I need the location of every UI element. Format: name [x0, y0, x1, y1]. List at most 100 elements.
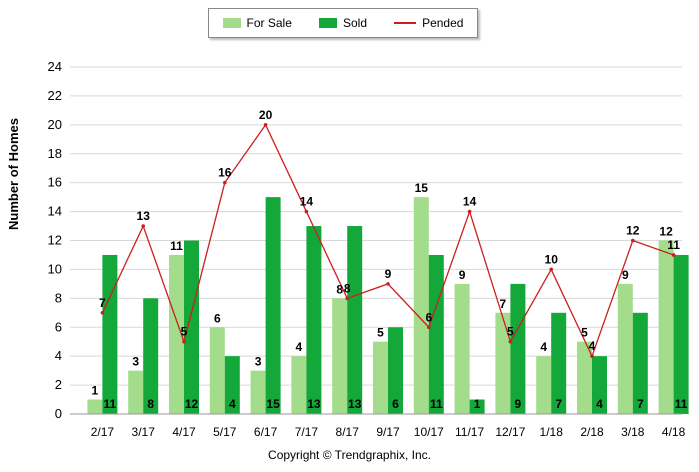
- sold-swatch: [318, 18, 337, 28]
- pended-point: [549, 267, 553, 272]
- data-label-pended: 11: [667, 238, 680, 252]
- copyright-text: Copyright © Trendgraphix, Inc.: [268, 448, 431, 462]
- y-tick-label: 2: [55, 377, 62, 392]
- bar-sold: [428, 254, 444, 414]
- bar-sold: [592, 356, 607, 414]
- bar-sold: [673, 254, 689, 414]
- data-label-for-sale: 9: [622, 268, 629, 282]
- y-tick-label: 18: [48, 146, 62, 161]
- bar-for-sale: [658, 240, 674, 414]
- pended-point: [345, 296, 350, 301]
- y-tick-label: 16: [48, 175, 62, 190]
- pended-point: [304, 209, 309, 214]
- x-tick-label: 3/18: [621, 425, 645, 439]
- pended-point: [182, 339, 186, 344]
- legend-item-for-sale[interactable]: For Sale: [222, 16, 292, 30]
- bar-for-sale: [209, 327, 225, 414]
- data-label-sold: 7: [637, 397, 644, 411]
- y-tick-label: 8: [55, 290, 62, 305]
- x-tick-label: 3/17: [132, 425, 156, 439]
- pended-point: [263, 123, 268, 127]
- pended-line-layer: [100, 123, 676, 358]
- x-tick-label: 6/17: [254, 425, 278, 439]
- bar-for-sale: [373, 341, 388, 414]
- bar-for-sale: [617, 283, 633, 414]
- data-label-pended: 20: [259, 108, 273, 122]
- x-tick-label: 4/18: [662, 425, 686, 439]
- x-tick-label: 11/17: [455, 425, 484, 439]
- x-tick-label: 1/18: [540, 425, 564, 439]
- data-labels: 1113811126431541381356151191794754971211…: [92, 108, 688, 411]
- data-label-sold: 8: [147, 397, 154, 411]
- data-label-for-sale: 3: [255, 355, 262, 369]
- pended-point: [141, 224, 145, 228]
- bar-for-sale: [169, 254, 184, 414]
- x-tick-label: 5/17: [213, 425, 237, 439]
- bar-for-sale: [577, 341, 592, 414]
- data-label-sold: 13: [348, 397, 362, 411]
- bar-sold: [510, 283, 526, 414]
- pended-point: [223, 180, 227, 185]
- data-label-sold: 4: [229, 397, 236, 411]
- bar-sold: [551, 312, 567, 414]
- y-tick-label: 12: [48, 233, 62, 248]
- data-label-pended: 16: [218, 166, 232, 180]
- bar-sold: [347, 226, 363, 414]
- data-label-for-sale: 5: [377, 326, 384, 340]
- data-label-for-sale: 4: [540, 340, 547, 354]
- data-label-for-sale: 6: [214, 311, 221, 325]
- y-tick-label: 22: [48, 88, 62, 103]
- data-label-sold: 1: [474, 397, 481, 411]
- x-tick-label: 2/17: [91, 425, 115, 439]
- data-label-for-sale: 8: [336, 282, 343, 296]
- y-tick-label: 10: [48, 261, 62, 276]
- pended-point: [590, 354, 594, 358]
- data-label-for-sale: 12: [659, 225, 673, 239]
- bar-sold: [306, 226, 322, 414]
- bar-for-sale: [332, 298, 348, 414]
- data-label-sold: 11: [430, 397, 443, 411]
- legend-item-sold[interactable]: Sold: [318, 16, 367, 30]
- data-label-sold: 12: [185, 397, 199, 411]
- data-label-for-sale: 1: [92, 384, 99, 398]
- x-tick-label: 12/17: [495, 425, 525, 439]
- bar-sold: [469, 399, 485, 414]
- bar-sold: [184, 240, 199, 414]
- bar-sold: [265, 197, 281, 414]
- x-tick-label: 8/17: [336, 425, 360, 439]
- x-tick-label: 2/18: [580, 425, 604, 439]
- data-label-sold: 15: [266, 397, 280, 411]
- pended-point: [100, 310, 105, 315]
- bar-for-sale: [413, 197, 429, 414]
- data-label-sold: 11: [104, 397, 117, 411]
- bar-sold: [143, 298, 159, 414]
- data-label-pended: 4: [589, 339, 596, 353]
- data-label-for-sale: 4: [296, 340, 303, 354]
- bar-sold: [224, 356, 240, 414]
- data-label-pended: 12: [626, 224, 640, 238]
- y-tick-label: 20: [48, 117, 62, 132]
- data-label-sold: 4: [596, 397, 603, 411]
- pended-point: [631, 238, 635, 243]
- data-label-for-sale: 3: [132, 355, 139, 369]
- y-tick-label: 4: [55, 348, 62, 363]
- bar-for-sale: [454, 283, 470, 414]
- for-sale-swatch: [222, 18, 241, 28]
- pended-point: [467, 209, 472, 214]
- y-tick-label: 6: [55, 319, 62, 334]
- bar-sold: [102, 254, 118, 414]
- bar-for-sale: [87, 399, 103, 414]
- data-label-for-sale: 11: [170, 239, 183, 253]
- data-label-pended: 5: [507, 325, 514, 339]
- data-label-for-sale: 5: [581, 326, 588, 340]
- legend-item-pended[interactable]: Pended: [394, 16, 463, 30]
- legend-label-pended: Pended: [422, 16, 464, 30]
- pended-point: [386, 282, 390, 286]
- x-tick-label: 9/17: [376, 425, 400, 439]
- y-tick-label: 0: [55, 406, 62, 421]
- data-label-pended: 8: [344, 281, 351, 295]
- data-label-sold: 9: [515, 397, 522, 411]
- data-label-pended: 13: [137, 209, 151, 223]
